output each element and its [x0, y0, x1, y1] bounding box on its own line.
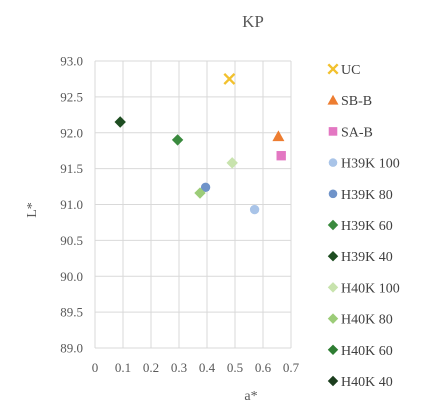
- chart-title: KP: [242, 12, 264, 31]
- legend-label: H39K 40: [341, 250, 393, 265]
- legend-marker: [328, 158, 338, 167]
- legend-marker: [327, 313, 339, 324]
- legend-marker: [327, 94, 339, 105]
- y-tick-label: 90.0: [60, 269, 83, 284]
- data-point: [272, 130, 285, 142]
- y-tick-label: 91.0: [60, 197, 83, 212]
- legend-label: H39K 80: [341, 188, 393, 203]
- legend-marker: [328, 189, 338, 199]
- x-tick-label: 0.4: [199, 360, 216, 375]
- legend-marker: [328, 127, 338, 136]
- x-tick-label: 0.1: [115, 360, 131, 375]
- legend-marker: [327, 63, 339, 75]
- y-tick-label: 90.5: [60, 233, 83, 248]
- legend-label: UC: [341, 63, 360, 78]
- legend-label: SA-B: [341, 125, 373, 140]
- data-point: [114, 116, 126, 128]
- gridlines: [94, 60, 292, 349]
- legend-label: H39K 60: [341, 219, 393, 234]
- legend-marker: [327, 250, 339, 262]
- legend-marker: [327, 375, 339, 387]
- data-point: [226, 157, 238, 169]
- x-tick-label: 0.6: [255, 360, 272, 375]
- x-tick-labels: 0 0.1 0.2 0.3 0.4 0.5 0.6 0.7: [92, 360, 300, 375]
- x-tick-label: 0.3: [171, 360, 187, 375]
- x-axis-label: a*: [244, 389, 257, 404]
- legend-label: H40K 100: [341, 281, 400, 296]
- x-tick-label: 0: [92, 360, 99, 375]
- legend-marker: [327, 282, 339, 293]
- x-tick-label: 0.7: [283, 360, 300, 375]
- data-point: [194, 187, 206, 199]
- data-point: [249, 204, 260, 215]
- data-points: [114, 72, 286, 215]
- legend-marker: [327, 219, 339, 231]
- data-point: [171, 134, 184, 146]
- y-axis-label: L*: [25, 202, 40, 218]
- y-tick-label: 93.0: [60, 54, 83, 69]
- x-tick-label: 0.2: [143, 360, 159, 375]
- legend: UC SB-B SA-B H39K 100 H39K 80 H39K 60 H39K 40 H…: [327, 63, 400, 390]
- legend-label: H40K 40: [341, 375, 393, 390]
- y-tick-label: 89.0: [60, 341, 83, 356]
- legend-label: H40K 80: [341, 313, 393, 328]
- data-point: [276, 151, 286, 161]
- legend-label: H39K 100: [341, 157, 400, 172]
- y-tick-label: 91.5: [60, 161, 83, 176]
- data-point: [200, 182, 211, 192]
- y-tick-label: 92.5: [60, 89, 83, 104]
- y-tick-label: 92.0: [60, 125, 83, 140]
- legend-label: H40K 60: [341, 344, 393, 359]
- legend-label: SB-B: [341, 94, 372, 109]
- data-point: [223, 72, 236, 85]
- y-tick-labels: 89.0 89.5 90.0 90.5 91.0 91.5 92.0 92.5 93.0: [60, 54, 83, 356]
- x-tick-label: 0.5: [227, 360, 243, 375]
- y-tick-label: 89.5: [60, 305, 83, 320]
- legend-marker: [327, 344, 339, 356]
